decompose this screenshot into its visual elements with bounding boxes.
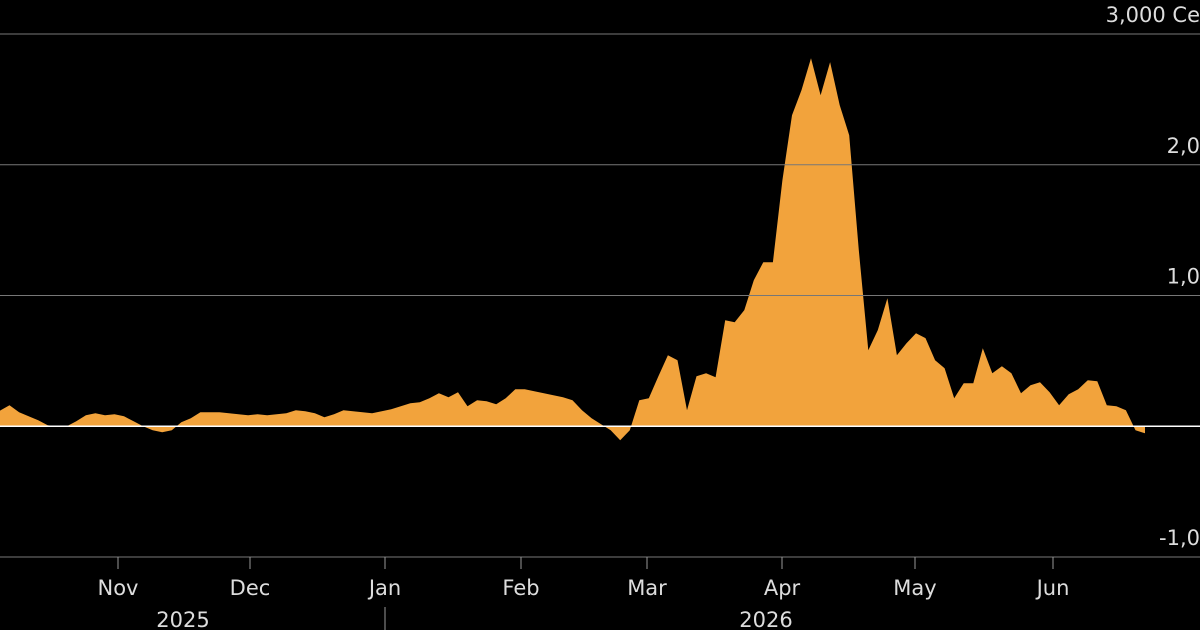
y-tick-label: 1,0 xyxy=(1167,265,1200,289)
y-tick-label: 3,000 Ce xyxy=(1106,3,1200,27)
x-tick-label: Jun xyxy=(1035,576,1070,600)
x-tick-label: Dec xyxy=(230,576,271,600)
x-tick-label: Feb xyxy=(502,576,539,600)
y-tick-label: -1,0 xyxy=(1159,526,1200,550)
area xyxy=(0,58,1145,441)
x-tick-label: Apr xyxy=(764,576,801,600)
x-tick-label: Nov xyxy=(98,576,139,600)
year-label: 2025 xyxy=(156,608,209,630)
x-tick-label: Mar xyxy=(627,576,667,600)
x-tick-label: May xyxy=(893,576,936,600)
x-tick-label: Jan xyxy=(367,576,401,600)
y-tick-label: 2,0 xyxy=(1167,134,1200,158)
year-label: 2026 xyxy=(739,608,792,630)
